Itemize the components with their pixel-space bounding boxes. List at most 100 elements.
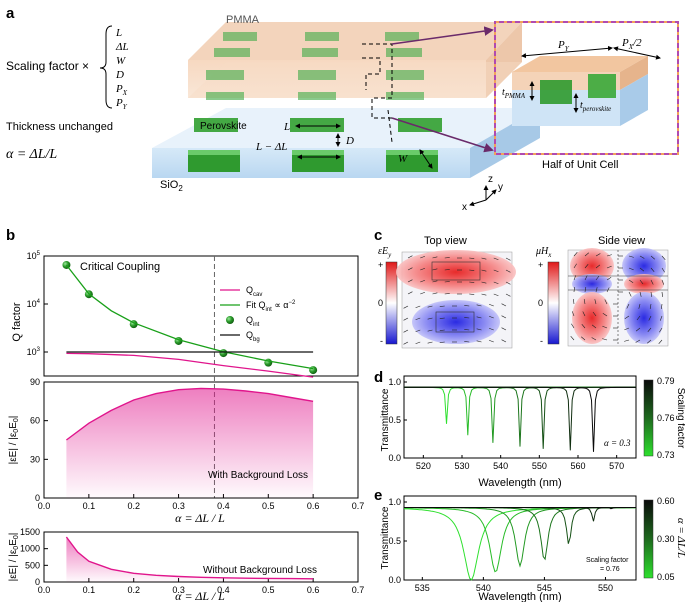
field-arrow	[464, 305, 470, 307]
scaling-item: PX	[115, 83, 128, 97]
field-arrow	[481, 293, 487, 296]
field-arrow	[439, 329, 445, 331]
bot-xtick-label: 0.3	[172, 585, 185, 595]
field-arrow	[624, 339, 630, 342]
legend-label: Fit Qint ∝ α−2	[246, 300, 296, 313]
panel-b: b 103 104 105 Q factor Critical Coupling Q…	[6, 227, 365, 603]
q-ytick-label: 105	[27, 251, 41, 261]
e-cb-min: 0.05	[657, 572, 675, 582]
panel-d-label: d	[374, 369, 383, 386]
axes-xyz	[469, 185, 497, 207]
d-cb-mid: 0.76	[657, 413, 675, 423]
d-ytick-label: 0.0	[388, 453, 401, 463]
field-arrow	[650, 267, 655, 273]
scaling-item: ΔL	[115, 41, 129, 53]
field-arrow	[594, 299, 597, 305]
cb2-label: μHx	[535, 246, 552, 259]
field-arrow	[659, 327, 663, 333]
field-arrow	[407, 267, 413, 271]
field-arrow	[573, 252, 578, 257]
pmma-resonators	[206, 32, 424, 100]
mid-ylabel: |εE| / |ε0E0|	[8, 416, 20, 465]
field-arrow	[602, 312, 608, 317]
top-view-map	[396, 250, 516, 349]
field-arrow	[573, 263, 577, 269]
mid-ytick-label: 90	[30, 377, 40, 387]
field-arrow	[476, 340, 482, 343]
q-ytick-label: 103	[27, 347, 41, 357]
inset-t-pmma: tPMMA	[502, 87, 526, 100]
field-arrow	[432, 256, 438, 259]
top-view-label: Top view	[424, 235, 467, 247]
field-arrow	[481, 257, 487, 260]
projection-arrow-2	[391, 117, 494, 153]
field-arrow	[584, 263, 589, 269]
field-arrow	[606, 265, 612, 269]
field-arrow	[420, 267, 426, 271]
field-arrow	[626, 303, 630, 309]
field-arrow	[573, 275, 577, 281]
field-arrow	[432, 292, 438, 295]
dim-L-minus-dL: L − ΔL	[255, 141, 287, 153]
field-arrow	[427, 341, 433, 344]
panel-a-label: a	[6, 5, 15, 22]
field-arrow	[658, 339, 663, 344]
field-arrow	[420, 279, 426, 283]
field-without-bg-plot: 0 500 1000 1500 0.0 0.1 0.2 0.3 0.4 0.5 0.6 0.7	[20, 527, 364, 595]
field-arrow	[464, 341, 470, 343]
field-arrow	[639, 255, 645, 259]
axis-x: x	[462, 202, 467, 213]
e-cb-mid: 0.30	[657, 534, 675, 544]
field-arrow	[628, 255, 634, 258]
field-arrow	[427, 317, 433, 320]
field-arrow	[639, 291, 642, 297]
field-arrow	[649, 303, 652, 309]
d-annot: α = 0.3	[604, 438, 631, 448]
bot-xtick-label: 0.6	[307, 585, 320, 595]
field-arrow	[647, 327, 652, 333]
field-arrow	[476, 316, 482, 319]
d-xtick-label: 550	[532, 461, 547, 471]
field-arrow	[661, 267, 665, 273]
field-arrow	[439, 341, 445, 343]
mid-ytick-label: 30	[30, 454, 40, 464]
field-arrow	[602, 338, 608, 341]
field-arrow	[636, 315, 641, 321]
field-arrow	[595, 253, 601, 257]
e-annot-2: = 0.76	[600, 566, 620, 573]
bot-area	[66, 537, 314, 582]
panel-b-label: b	[6, 227, 15, 244]
field-arrow	[592, 311, 597, 317]
field-arrow	[476, 328, 482, 331]
e-xtick-label: 535	[415, 583, 430, 593]
mid-xtick-label: 0.1	[83, 501, 96, 511]
panel-a: a	[6, 5, 679, 213]
e-colorbar	[643, 499, 654, 579]
e-cb-title: α = ΔL/L	[675, 518, 685, 558]
field-arrow	[602, 325, 608, 329]
e-annot-1: Scaling factor	[586, 557, 629, 564]
scaling-item: W	[116, 55, 126, 67]
bot-ytick-label: 0	[35, 577, 40, 587]
field-arrow	[501, 303, 507, 307]
d-cb-max: 0.79	[657, 376, 675, 386]
field-arrow	[493, 257, 499, 261]
q-series-qcav	[66, 352, 314, 378]
d-frame	[403, 375, 637, 459]
mid-xtick-label: 0.6	[307, 501, 320, 511]
field-arrow	[635, 327, 641, 332]
field-arrow	[488, 327, 494, 331]
field-arrow	[444, 269, 450, 271]
mid-xtick-label: 0.7	[352, 501, 365, 511]
field-arrow	[591, 337, 597, 341]
e-ytick-label: 1.0	[388, 497, 401, 507]
d-xtick-label: 560	[570, 461, 585, 471]
field-arrow	[584, 287, 587, 293]
critical-coupling-label: Critical Coupling	[80, 261, 160, 273]
d-spectrum	[404, 386, 636, 424]
field-arrow	[624, 327, 630, 331]
e-xtick-label: 550	[598, 583, 613, 593]
field-arrow	[415, 305, 421, 309]
mid-xtick-label: 0.2	[127, 501, 140, 511]
d-xlabel: Wavelength (nm)	[478, 477, 561, 489]
